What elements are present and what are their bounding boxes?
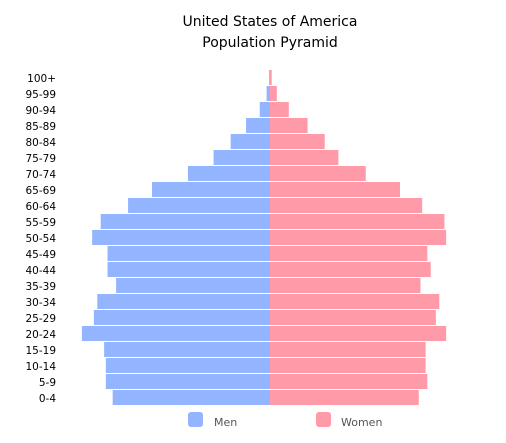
bar-men-80-84 bbox=[230, 134, 270, 149]
category-label-70-74: 70-74 bbox=[25, 169, 56, 181]
bar-women-5-9 bbox=[270, 374, 428, 389]
category-label-40-44: 40-44 bbox=[25, 265, 56, 277]
legend: Men Women bbox=[188, 412, 382, 429]
category-label-30-34: 30-34 bbox=[25, 297, 56, 309]
bar-women-55-59 bbox=[270, 214, 445, 229]
bar-men-75-79 bbox=[213, 150, 270, 165]
bar-women-90-94 bbox=[270, 102, 289, 117]
category-label-20-24: 20-24 bbox=[25, 329, 56, 341]
category-label-35-39: 35-39 bbox=[25, 281, 56, 293]
category-label-25-29: 25-29 bbox=[25, 313, 56, 325]
bar-women-60-64 bbox=[270, 198, 423, 213]
category-label-85-89: 85-89 bbox=[25, 121, 56, 133]
category-label-15-19: 15-19 bbox=[25, 345, 56, 357]
bar-women-0-4 bbox=[270, 390, 419, 405]
bar-women-25-29 bbox=[270, 310, 436, 325]
bar-men-0-4 bbox=[112, 390, 271, 405]
bar-men-5-9 bbox=[105, 374, 270, 389]
bar-women-65-69 bbox=[270, 182, 400, 197]
category-label-45-49: 45-49 bbox=[25, 249, 56, 261]
bar-women-40-44 bbox=[270, 262, 431, 277]
legend-men-label: Men bbox=[214, 416, 237, 429]
bar-women-45-49 bbox=[270, 246, 428, 261]
category-label-55-59: 55-59 bbox=[25, 217, 56, 229]
chart-title: United States of America bbox=[183, 14, 358, 30]
bar-men-25-29 bbox=[93, 310, 271, 325]
category-label-10-14: 10-14 bbox=[25, 361, 56, 373]
bar-men-85-89 bbox=[246, 118, 270, 133]
bar-men-65-69 bbox=[152, 182, 270, 197]
bar-women-10-14 bbox=[270, 358, 426, 373]
bar-men-60-64 bbox=[128, 198, 270, 213]
bar-women-50-54 bbox=[270, 230, 447, 245]
bar-men-45-49 bbox=[107, 246, 270, 261]
bar-women-15-19 bbox=[270, 342, 426, 357]
bar-women-100plus bbox=[270, 70, 272, 85]
bar-women-95-99 bbox=[270, 86, 277, 101]
bar-men-70-74 bbox=[187, 166, 270, 181]
bar-women-85-89 bbox=[270, 118, 308, 133]
category-label-95-99: 95-99 bbox=[25, 89, 56, 101]
bar-women-75-79 bbox=[270, 150, 339, 165]
bar-men-35-39 bbox=[116, 278, 270, 293]
legend-women-swatch bbox=[316, 412, 331, 427]
bar-men-40-44 bbox=[107, 262, 270, 277]
category-label-65-69: 65-69 bbox=[25, 185, 56, 197]
legend-women-label: Women bbox=[341, 416, 382, 429]
bar-men-15-19 bbox=[104, 342, 270, 357]
bar-men-90-94 bbox=[259, 102, 270, 117]
bar-men-55-59 bbox=[100, 214, 271, 229]
bar-men-20-24 bbox=[81, 326, 271, 341]
bar-men-10-14 bbox=[105, 358, 270, 373]
category-label-90-94: 90-94 bbox=[25, 105, 56, 117]
bar-women-20-24 bbox=[270, 326, 447, 341]
bar-men-50-54 bbox=[92, 230, 270, 245]
bar-men-95-99 bbox=[266, 86, 270, 101]
bars-group bbox=[81, 70, 447, 405]
bar-women-80-84 bbox=[270, 134, 325, 149]
category-label-0-4: 0-4 bbox=[39, 393, 56, 405]
category-labels-group: 100+ 95-99 90-94 85-89 80-84 75-79 70-74 65-69 6… bbox=[25, 73, 56, 405]
legend-men-swatch bbox=[188, 412, 203, 427]
category-label-100plus: 100+ bbox=[27, 73, 56, 85]
bar-men-30-34 bbox=[97, 294, 270, 309]
bar-women-35-39 bbox=[270, 278, 421, 293]
category-label-60-64: 60-64 bbox=[25, 201, 56, 213]
category-label-75-79: 75-79 bbox=[25, 153, 56, 165]
bar-women-30-34 bbox=[270, 294, 440, 309]
bar-women-70-74 bbox=[270, 166, 366, 181]
chart-subtitle: Population Pyramid bbox=[202, 35, 337, 51]
category-label-50-54: 50-54 bbox=[25, 233, 56, 245]
bar-men-100plus bbox=[269, 70, 270, 85]
category-label-80-84: 80-84 bbox=[25, 137, 56, 149]
category-label-5-9: 5-9 bbox=[39, 377, 56, 389]
